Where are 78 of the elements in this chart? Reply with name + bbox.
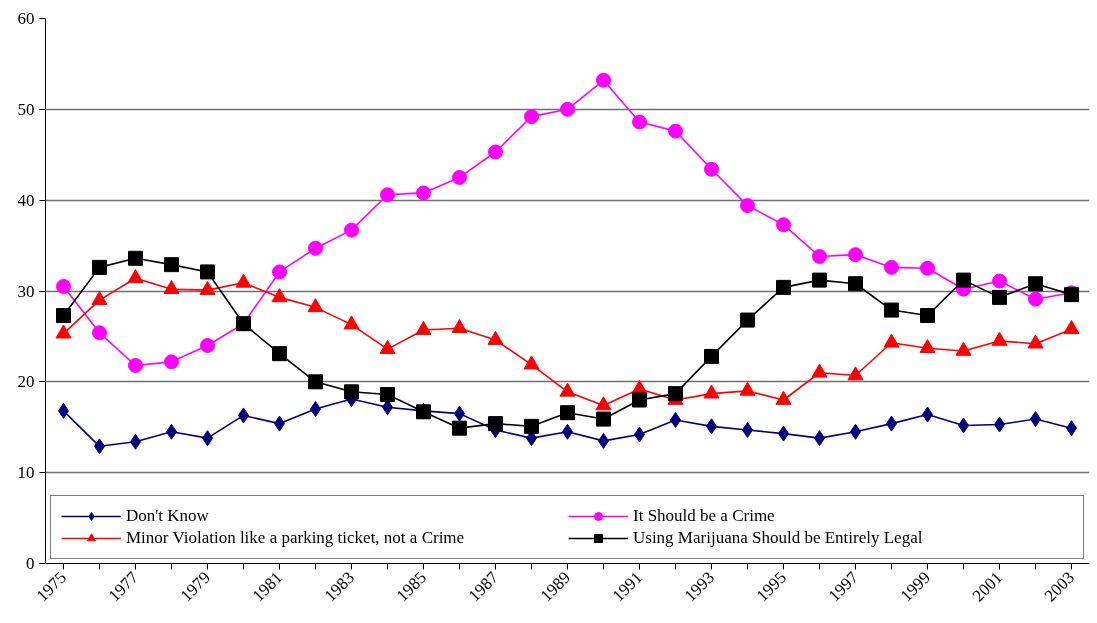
point [272,346,287,362]
point [919,339,936,354]
y-tick-label: 20 [17,372,35,392]
point [811,363,828,378]
point [740,312,755,328]
point [848,276,863,292]
point [307,298,324,313]
point [343,315,360,330]
legend-label: It Should be a Crime [633,506,776,526]
point [740,198,755,214]
point [776,279,791,295]
point [704,161,719,177]
legend-label: Minor Violation like a parking ticket, not a Crime [126,528,466,548]
point [451,319,468,334]
point [200,264,215,280]
legend-label: Using Marijuana Should be Entirely Legal [633,528,924,548]
point [56,278,71,294]
point [596,411,611,427]
point [416,185,431,201]
point [452,169,467,185]
point [956,272,971,288]
y-tick-label: 30 [17,281,35,301]
point [308,374,323,390]
point [812,249,827,264]
point [380,387,395,403]
point [92,325,107,341]
point [595,396,612,411]
point [920,308,935,324]
point [1028,291,1043,307]
point [163,280,180,295]
point [668,386,683,402]
point [164,257,179,273]
point [344,384,359,400]
point [127,269,144,284]
point [344,222,359,238]
point [632,114,647,130]
point [848,247,863,263]
point [380,187,395,203]
point [596,72,611,88]
point [704,348,719,364]
legend-label: Don't Know [126,506,210,526]
point [703,384,720,399]
point [56,308,71,324]
point [560,101,575,117]
y-tick-label: 50 [17,99,35,119]
point [271,288,288,303]
point [1027,334,1044,349]
point [920,260,935,276]
point [992,273,1007,289]
point [884,302,899,318]
y-tick-label: 0 [26,554,35,573]
point [884,259,899,275]
point [452,420,467,436]
point [272,264,287,280]
point [883,333,900,348]
point [776,217,791,233]
point [847,366,864,381]
point [128,250,143,266]
point [524,109,539,125]
point [128,358,143,373]
point [668,123,683,139]
point [164,354,179,370]
point [524,418,539,434]
point [488,416,503,432]
point [523,355,540,370]
y-tick-label: 60 [17,9,35,28]
point [92,259,107,275]
y-tick-label: 40 [17,190,35,210]
point [55,324,72,339]
y-tick-label: 10 [17,463,35,483]
point [992,289,1007,305]
point [632,392,647,408]
point [1028,276,1043,292]
point [200,338,215,353]
point [308,240,323,256]
point [560,405,575,421]
point [812,272,827,288]
point [488,144,503,160]
